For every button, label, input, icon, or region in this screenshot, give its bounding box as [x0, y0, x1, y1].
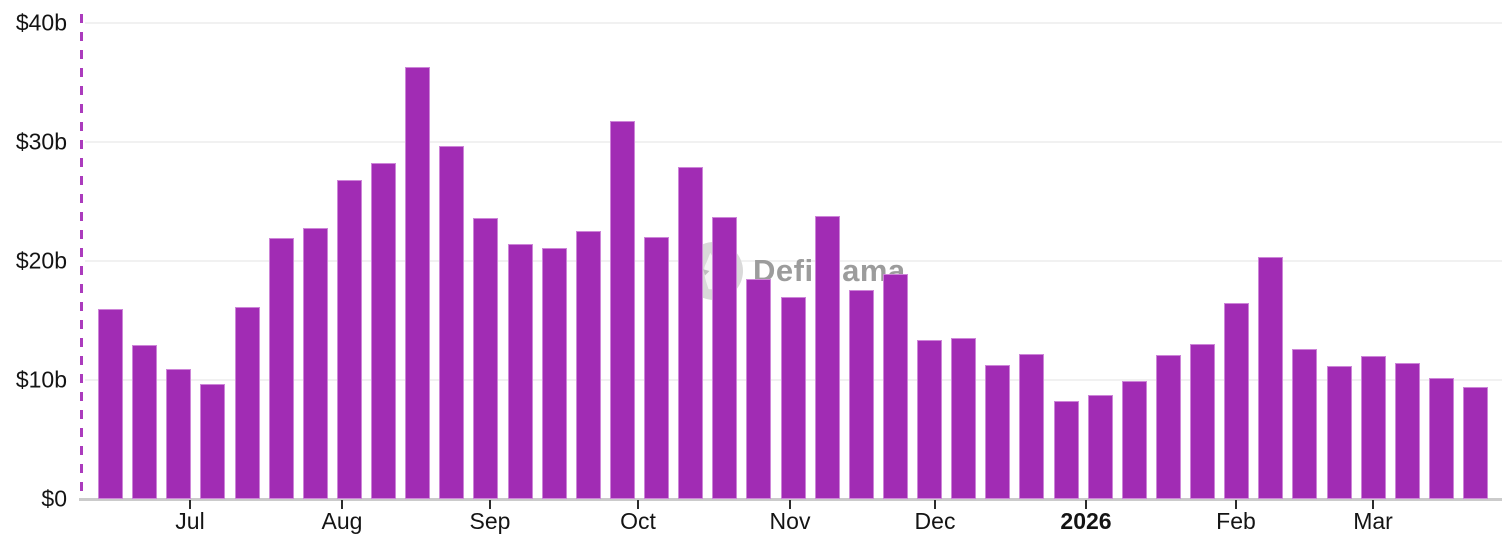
bar-week-6[interactable]: [269, 238, 294, 499]
bar-week-24[interactable]: [883, 274, 908, 499]
bar-week-14[interactable]: [542, 248, 567, 499]
y-axis-label: $40b: [15, 9, 67, 36]
bar-week-25[interactable]: [917, 340, 942, 499]
bar-week-30[interactable]: [1088, 395, 1113, 499]
bar-week-22[interactable]: [815, 216, 840, 499]
bar-week-26[interactable]: [951, 338, 976, 499]
bar-week-11[interactable]: [439, 146, 464, 499]
x-axis-label-Sep: Sep: [469, 508, 511, 534]
bar-week-1[interactable]: [98, 309, 123, 499]
x-axis-label-Mar: Mar: [1353, 508, 1393, 534]
bar-week-28[interactable]: [1019, 354, 1044, 499]
x-axis-label-Oct: Oct: [620, 508, 656, 534]
y-axis-label: $20b: [15, 247, 67, 274]
bar-week-35[interactable]: [1258, 257, 1283, 499]
bar-week-37[interactable]: [1327, 366, 1352, 499]
x-tick-Feb: [1235, 500, 1237, 509]
y-axis-label: $30b: [15, 128, 67, 155]
bar-week-3[interactable]: [166, 369, 191, 499]
bar-week-20[interactable]: [746, 279, 771, 499]
x-tick-Mar: [1372, 500, 1374, 509]
y-axis-label: $0: [41, 485, 67, 512]
bar-week-5[interactable]: [235, 307, 260, 499]
x-tick-Oct: [637, 500, 639, 509]
bar-week-2[interactable]: [132, 345, 157, 499]
bar-week-27[interactable]: [985, 365, 1010, 499]
x-tick-Aug: [341, 500, 343, 509]
bar-week-7[interactable]: [303, 228, 328, 499]
x-tick-Dec: [934, 500, 936, 509]
gridline-$30b: [85, 141, 1502, 143]
x-tick-2026: [1085, 500, 1087, 509]
bar-week-10[interactable]: [405, 67, 430, 499]
bar-week-38[interactable]: [1361, 356, 1386, 499]
x-tick-Jul: [189, 500, 191, 509]
x-axis-label-Nov: Nov: [769, 508, 811, 534]
x-axis-label-Aug: Aug: [321, 508, 363, 534]
bar-week-8[interactable]: [337, 180, 362, 499]
bar-week-33[interactable]: [1190, 344, 1215, 499]
gridline-$40b: [85, 22, 1502, 24]
bar-week-19[interactable]: [712, 217, 737, 499]
x-axis-label-2026: 2026: [1060, 508, 1112, 534]
bar-week-9[interactable]: [371, 163, 396, 499]
x-axis-label-Jul: Jul: [175, 508, 205, 534]
bar-week-39[interactable]: [1395, 363, 1420, 499]
gridline-$20b: [85, 260, 1502, 262]
bar-week-21[interactable]: [781, 297, 806, 499]
x-tick-Sep: [489, 500, 491, 509]
bar-week-31[interactable]: [1122, 381, 1147, 499]
x-axis-line: [79, 498, 1502, 501]
bar-week-32[interactable]: [1156, 355, 1181, 499]
x-tick-Nov: [789, 500, 791, 509]
bar-week-40[interactable]: [1429, 378, 1454, 499]
bar-week-17[interactable]: [644, 237, 669, 499]
bar-week-23[interactable]: [849, 290, 874, 499]
bar-week-4[interactable]: [200, 384, 225, 499]
bar-week-16[interactable]: [610, 121, 635, 499]
bar-week-29[interactable]: [1054, 401, 1079, 499]
bar-week-18[interactable]: [678, 167, 703, 499]
bar-week-15[interactable]: [576, 231, 601, 499]
bar-week-13[interactable]: [508, 244, 533, 499]
bar-week-12[interactable]: [473, 218, 498, 499]
x-axis-label-Dec: Dec: [914, 508, 956, 534]
x-axis-label-Feb: Feb: [1216, 508, 1256, 534]
bar-week-34[interactable]: [1224, 303, 1249, 499]
bar-week-36[interactable]: [1292, 349, 1317, 499]
bar-week-41[interactable]: [1463, 387, 1488, 499]
left-boundary-dashed-line: [80, 14, 83, 492]
y-axis-label: $10b: [15, 366, 67, 393]
